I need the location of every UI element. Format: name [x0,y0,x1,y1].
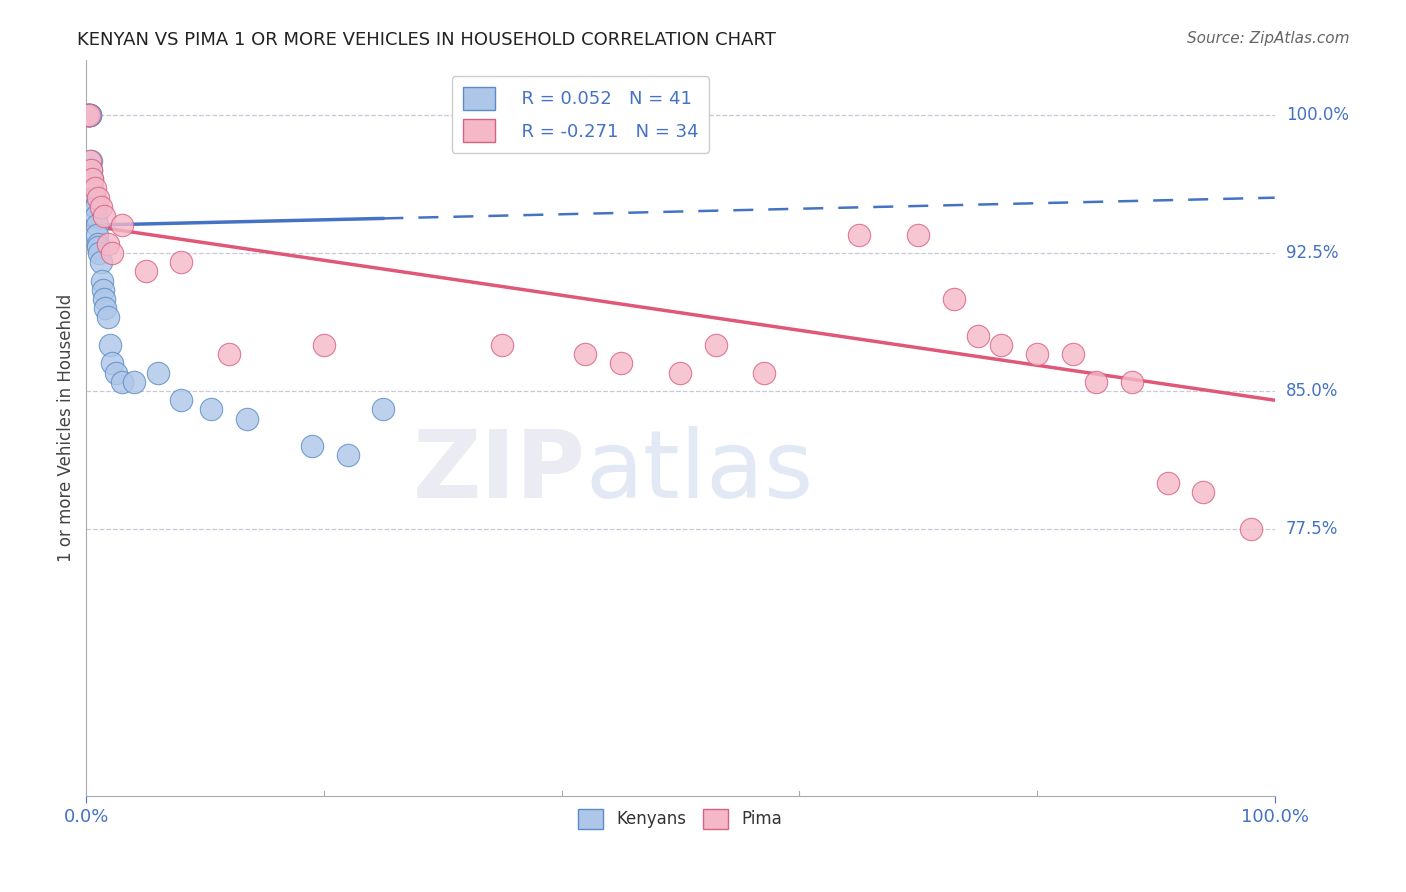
Point [83,181,105,195]
Point [1157,476,1180,491]
Point [105,366,128,380]
Point [94,301,117,315]
Point [87,236,110,251]
Point [336,449,359,463]
Point [907,227,929,242]
Point [82,181,104,195]
Point [82,172,104,186]
Point [86,227,108,242]
Point [80,163,103,178]
Point [1121,375,1143,389]
Text: KENYAN VS PIMA 1 OR MORE VEHICLES IN HOUSEHOLD CORRELATION CHART: KENYAN VS PIMA 1 OR MORE VEHICLES IN HOU… [77,31,776,49]
Point [91,283,114,297]
Point [235,411,257,425]
Point [135,264,157,278]
Text: atlas: atlas [585,426,814,518]
Point [170,393,193,408]
Text: ZIP: ZIP [412,426,585,518]
Point [669,366,692,380]
Point [752,366,775,380]
Point [82,172,104,186]
Point [76,108,98,122]
Text: 100.0%: 100.0% [1286,106,1348,124]
Point [101,356,124,370]
Point [1192,485,1215,500]
Point [77,108,100,122]
Point [966,328,988,343]
Point [87,191,110,205]
Point [218,347,240,361]
Point [79,108,101,122]
Point [98,338,121,352]
Point [79,153,101,168]
Text: 92.5%: 92.5% [1286,244,1339,262]
Point [87,240,110,254]
Point [76,108,98,122]
Point [84,200,107,214]
Point [76,108,98,122]
Point [146,366,169,380]
Point [848,227,870,242]
Point [79,108,101,122]
Point [122,375,145,389]
Point [89,246,111,260]
Point [942,292,965,306]
Point [79,108,101,122]
Y-axis label: 1 or more Vehicles in Household: 1 or more Vehicles in Household [58,293,75,562]
Point [1240,522,1263,536]
Point [1062,347,1084,361]
Point [704,338,727,352]
Point [111,375,134,389]
Point [101,246,124,260]
Point [301,439,323,453]
Point [373,402,395,417]
Point [97,310,120,325]
Point [610,356,633,370]
Point [77,108,100,122]
Point [90,200,112,214]
Point [491,338,513,352]
Text: 77.5%: 77.5% [1286,520,1339,538]
Text: 85.0%: 85.0% [1286,382,1339,400]
Point [86,219,108,233]
Point [83,191,105,205]
Point [83,200,105,214]
Text: Source: ZipAtlas.com: Source: ZipAtlas.com [1187,31,1350,46]
Point [90,255,112,269]
Point [1085,375,1108,389]
Point [77,108,100,122]
Legend: Kenyans, Pima: Kenyans, Pima [572,802,789,836]
Point [93,209,115,223]
Point [111,219,134,233]
Point [82,191,104,205]
Point [1026,347,1049,361]
Point [80,153,103,168]
Point [574,347,596,361]
Point [90,274,112,288]
Point [990,338,1012,352]
Point [77,108,100,122]
Point [80,163,103,178]
Point [170,255,193,269]
Point [84,209,107,223]
Point [93,292,115,306]
Point [312,338,335,352]
Point [200,402,222,417]
Point [97,236,120,251]
Point [82,191,104,205]
